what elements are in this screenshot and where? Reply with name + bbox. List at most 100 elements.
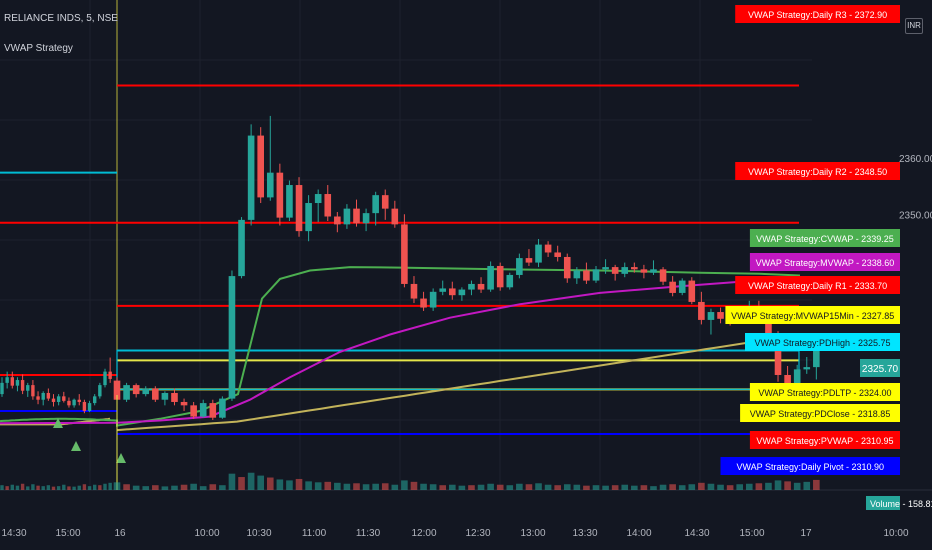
buy-signal-marker: [116, 453, 126, 463]
volume-bar-day2: [401, 480, 408, 490]
last-price-text: 2325.70: [862, 364, 899, 375]
candle-body: [77, 399, 81, 402]
volume-bar-day1: [67, 486, 71, 490]
volume-bar-day2: [324, 481, 332, 490]
level-label-box: [749, 253, 900, 271]
volume-bar-day2: [353, 483, 360, 490]
candle-day2: [276, 163, 284, 226]
candle-day1: [20, 374, 25, 395]
candle-body: [391, 208, 399, 225]
volume-bar-day2: [678, 485, 686, 490]
candle-day2: [401, 214, 408, 288]
volume-bar-day2: [209, 484, 217, 490]
candle-body: [803, 367, 811, 370]
candle-day2: [429, 288, 437, 311]
volume-bar-day2: [429, 484, 437, 490]
candle-body: [334, 216, 341, 225]
level-label-box: [735, 162, 900, 180]
candle-day2: [199, 399, 207, 418]
candle-body: [813, 350, 820, 368]
volume-bar-day2: [171, 485, 178, 490]
volume-bar-day1: [62, 484, 66, 490]
candle-body: [228, 276, 236, 399]
candle-day1: [10, 371, 14, 389]
volume-bar-day2: [793, 482, 801, 490]
candle-body: [506, 274, 514, 288]
candle-day2: [717, 307, 724, 324]
volume-bar-day1: [31, 484, 35, 490]
candle-body: [784, 374, 791, 389]
candle-body: [56, 396, 61, 402]
candle-day2: [707, 308, 715, 335]
candle-body: [429, 291, 437, 308]
last-price-box: [860, 359, 900, 377]
candle-body: [257, 135, 264, 198]
candle-day2: [152, 386, 159, 402]
candle-day2: [343, 204, 351, 229]
volume-bar-day1: [36, 485, 40, 490]
candle-body: [563, 256, 571, 279]
volume-bar-day2: [688, 484, 696, 490]
candle-body: [343, 208, 351, 225]
candle-body: [496, 265, 504, 288]
candle-day2: [554, 245, 561, 262]
candle-body: [108, 371, 112, 379]
level-label-text: VWAP Strategy:Daily R2 - 2348.50: [748, 167, 887, 177]
volume-bar-day2: [669, 484, 676, 490]
candle-body: [113, 380, 121, 400]
level-label-text: VWAP Strategy:PDClose - 2318.85: [750, 409, 891, 419]
volume-bar-day1: [77, 485, 81, 490]
indicator-title: VWAP Strategy: [4, 43, 73, 54]
volume-bar-day2: [659, 484, 667, 490]
volume-bar-day1: [51, 486, 56, 490]
level-label: VWAP Strategy:PDLTP - 2324.00: [749, 383, 900, 401]
candle-body: [62, 396, 66, 401]
candle-body: [41, 392, 45, 400]
candle-body: [573, 270, 581, 279]
candle-body: [266, 172, 274, 198]
volume-bar-day2: [745, 483, 753, 490]
candle-day2: [631, 262, 638, 273]
candle-day2: [381, 189, 389, 220]
time-tick-label: 13:30: [572, 528, 597, 539]
volume-bar-day2: [420, 483, 427, 490]
candle-body: [774, 334, 782, 375]
volume-bar-day1: [72, 486, 76, 490]
candle-body: [793, 369, 801, 389]
volume-bar-day1: [26, 486, 30, 490]
volume-bar-day1: [0, 485, 4, 490]
candle-day2: [295, 177, 303, 237]
volume-label: Volume - 158.818K: [866, 496, 932, 510]
level-label-text: VWAP Strategy:PVWAP - 2310.95: [756, 436, 893, 446]
candle-day2: [650, 260, 657, 275]
candle-day2: [573, 267, 581, 284]
last-price-label: 2325.70: [860, 359, 900, 377]
candle-body: [477, 283, 485, 290]
currency-badge[interactable]: INR: [905, 18, 923, 34]
candle-day1: [36, 391, 40, 405]
level-label-text: VWAP Strategy:Daily Pivot - 2310.90: [736, 462, 884, 472]
volume-bar-day2: [468, 485, 475, 490]
candle-body: [324, 194, 332, 217]
level-label-text: VWAP Strategy:Daily R1 - 2333.70: [748, 281, 887, 291]
candle-day2: [659, 267, 667, 286]
level-label-text: VWAP Strategy:PDHigh - 2325.75: [754, 338, 890, 348]
volume-bar-day2: [755, 483, 763, 490]
candle-body: [353, 208, 360, 224]
level-label-box: [749, 383, 900, 401]
buy-signal-marker: [53, 418, 63, 428]
volume-bar-day2: [295, 478, 303, 490]
volume-bar-day2: [334, 482, 341, 490]
candle-body: [180, 401, 188, 406]
candle-day2: [506, 272, 514, 290]
time-tick-label: 10:00: [194, 528, 219, 539]
candle-day2: [420, 291, 427, 311]
candle-day2: [257, 127, 264, 204]
candle-day1: [31, 380, 35, 400]
volume-bar-day2: [621, 484, 629, 490]
candle-day2: [449, 281, 456, 300]
candle-day2: [353, 199, 360, 227]
mvwap15min-step: [116, 334, 802, 432]
level-label-box: [749, 229, 900, 247]
